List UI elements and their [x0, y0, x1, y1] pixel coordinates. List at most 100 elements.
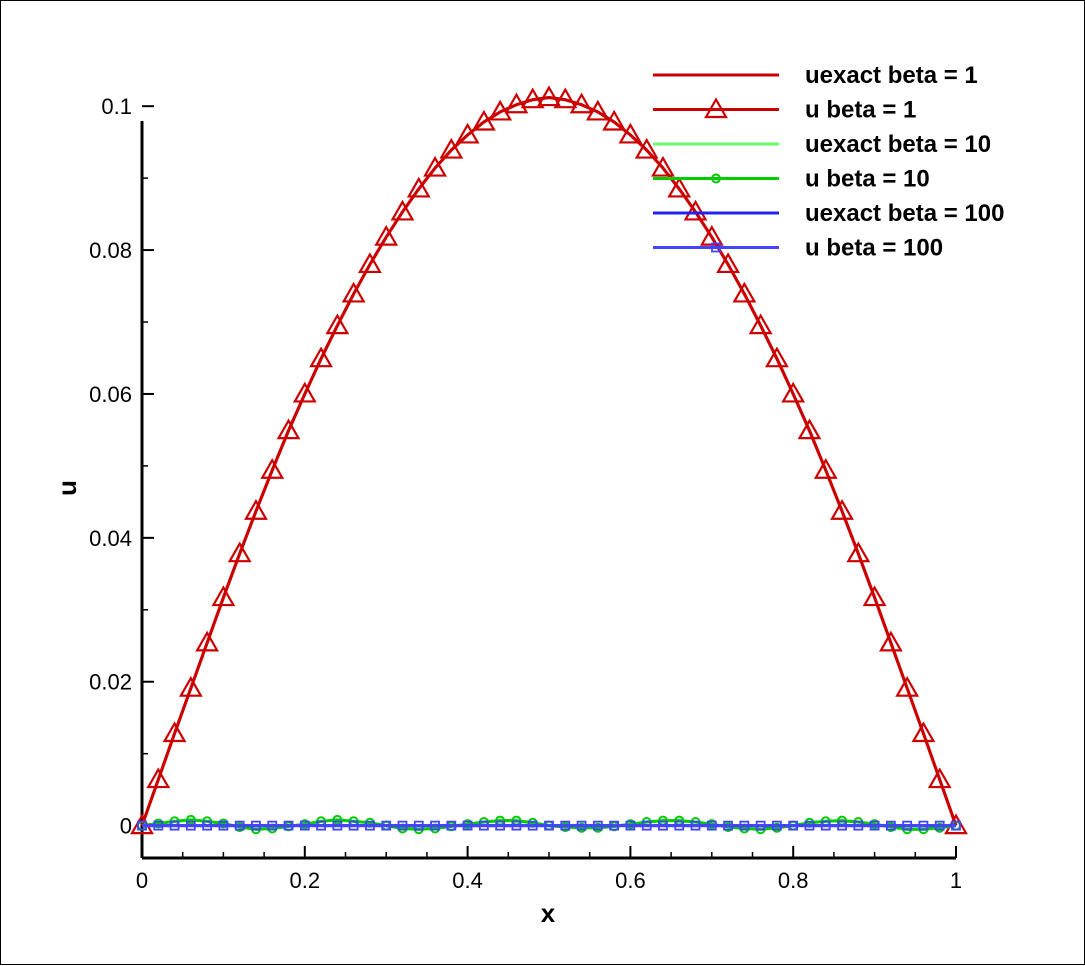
data-point [862, 585, 887, 607]
data-point [625, 820, 636, 831]
data-point [788, 820, 799, 831]
data-point [537, 85, 561, 107]
data-point [439, 137, 464, 159]
data-point [309, 346, 333, 368]
x-tick-label: 0.2 [290, 868, 321, 893]
data-point [299, 820, 310, 831]
data-point [267, 820, 278, 831]
data-point [332, 814, 343, 825]
data-point [869, 820, 880, 831]
data-point [658, 820, 668, 831]
data-point [781, 381, 806, 403]
data-point [488, 99, 513, 121]
data-point [316, 820, 326, 831]
legend-label: uexact beta = 100 [805, 200, 1004, 227]
data-point [195, 630, 220, 652]
series-1 [130, 85, 968, 835]
data-point [765, 346, 789, 368]
data-point [706, 820, 717, 831]
data-point [895, 675, 920, 697]
data-point [576, 820, 587, 831]
data-point [813, 458, 838, 479]
data-point [553, 87, 578, 109]
data-point [592, 820, 603, 831]
data-point [332, 820, 343, 831]
data-point [218, 820, 229, 831]
data-point [585, 99, 610, 121]
data-point [153, 820, 164, 831]
data-point [569, 92, 594, 114]
data-point [846, 541, 871, 563]
data-point [390, 199, 415, 221]
data-point [341, 281, 366, 303]
data-point [211, 585, 236, 607]
data-point [244, 499, 268, 520]
data-point [462, 820, 473, 831]
x-tick-label: 0.4 [452, 868, 483, 893]
data-point [185, 814, 196, 825]
data-point [292, 381, 317, 403]
y-tick-label: 0.1 [101, 94, 132, 119]
series-line [140, 96, 958, 827]
data-point [423, 155, 447, 177]
data-point [820, 820, 831, 831]
y-tick-label: 0.08 [89, 238, 132, 263]
data-point [381, 820, 392, 831]
data-point [260, 458, 285, 479]
data-point [365, 820, 375, 831]
data-point [446, 820, 457, 831]
legend-label: uexact beta = 10 [805, 131, 991, 158]
data-point [430, 820, 440, 831]
x-axis-title: x [541, 898, 556, 928]
data-point [544, 820, 554, 831]
data-point [667, 176, 692, 198]
legend-label: u beta = 1 [805, 97, 916, 124]
x-tick-label: 0.6 [615, 868, 646, 893]
x-tick-label: 0.8 [778, 868, 809, 893]
data-point [560, 820, 571, 831]
x-tick-label: 0 [136, 868, 148, 893]
data-point [641, 820, 652, 831]
data-point [478, 820, 489, 831]
y-tick-label: 0.02 [89, 670, 132, 695]
data-point [716, 252, 740, 274]
data-point [202, 820, 213, 831]
data-point [797, 418, 822, 440]
data-point [885, 820, 896, 831]
x-tick-label: 1 [950, 868, 962, 893]
legend-swatch-marker [711, 242, 721, 253]
data-point [732, 281, 757, 303]
data-point [853, 820, 864, 831]
data-point [162, 721, 187, 743]
y-tick-label: 0 [120, 814, 132, 839]
data-point [602, 109, 627, 131]
data-point [276, 418, 301, 440]
y-axis-title: u [52, 480, 82, 496]
data-point [227, 541, 252, 563]
data-point [511, 820, 522, 831]
data-point [406, 176, 431, 198]
y-tick-label: 0.06 [89, 382, 132, 407]
data-point [374, 224, 399, 246]
legend-swatch-marker [704, 97, 728, 119]
legend-label: u beta = 100 [805, 235, 943, 262]
data-point [634, 137, 659, 159]
data-point [251, 820, 261, 831]
data-point [651, 155, 675, 177]
data-point [902, 820, 913, 831]
data-point [325, 313, 350, 335]
data-point [527, 820, 538, 831]
data-point [234, 820, 245, 831]
data-point [471, 109, 496, 131]
data-point [413, 820, 424, 831]
y-tick-label: 0.04 [89, 526, 132, 551]
data-point [358, 252, 382, 274]
data-point [348, 820, 359, 831]
data-point [739, 820, 750, 831]
data-point [772, 820, 782, 831]
data-point [878, 630, 903, 652]
data-point [397, 820, 408, 831]
data-point [609, 820, 620, 831]
